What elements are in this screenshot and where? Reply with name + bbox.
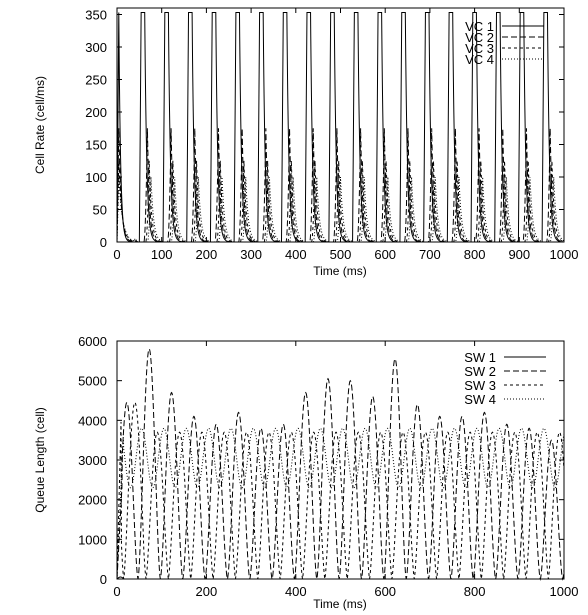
- legend-label-sw-3: SW 3: [464, 378, 496, 393]
- y-tick-label: 0: [100, 235, 107, 250]
- series-line-sw-4: [116, 427, 565, 580]
- y-tick-label: 100: [85, 170, 107, 185]
- x-tick-label: 0: [113, 247, 120, 262]
- y-axis-ticks: 0 1000 2000 3000 4000 5000 6000: [78, 334, 564, 587]
- y-tick-label: 6000: [78, 334, 107, 349]
- y-tick-label: 150: [85, 138, 107, 153]
- y-tick-label: 3000: [78, 453, 107, 468]
- x-tick-label: 800: [464, 247, 486, 262]
- x-tick-label: 800: [464, 584, 486, 599]
- x-tick-label: 900: [508, 247, 530, 262]
- y-tick-label: 1000: [78, 532, 107, 547]
- legend-label-vc-4: VC 4: [465, 52, 494, 67]
- cell-rate-chart: 0 50 100 150 200 250 300 350 0 100 200 300 400 500 60…: [33, 7, 578, 278]
- queue-length-chart: 0 1000 2000 3000 4000 5000 6000 0 200 400 600 800 1…: [33, 334, 578, 611]
- x-tick-label: 300: [240, 247, 262, 262]
- legend: SW 1SW 2SW 3SW 4: [464, 350, 546, 407]
- series-lines: [116, 12, 565, 243]
- x-axis-label: Time (ms): [313, 597, 367, 611]
- y-tick-label: 200: [85, 105, 107, 120]
- y-tick-label: 2000: [78, 493, 107, 508]
- series-line-vc-2: [116, 128, 564, 243]
- x-tick-label: 700: [419, 247, 441, 262]
- series-line-vc-4: [116, 176, 565, 243]
- y-axis-ticks: 0 50 100 150 200 250 300 350: [85, 8, 564, 250]
- x-tick-label: 400: [285, 584, 307, 599]
- legend-label-sw-1: SW 1: [464, 350, 496, 365]
- legend-label-vc-2: VC 2: [465, 30, 494, 45]
- x-tick-label: 400: [285, 247, 307, 262]
- x-tick-label: 500: [330, 247, 352, 262]
- x-tick-label: 1000: [550, 247, 579, 262]
- x-tick-label: 0: [113, 584, 120, 599]
- x-tick-label: 200: [196, 247, 218, 262]
- y-tick-label: 350: [85, 8, 107, 23]
- x-axis-label: Time (ms): [313, 264, 367, 278]
- y-axis-label: Queue Length (cell): [33, 407, 47, 512]
- y-axis-label: Cell Rate (cell/ms): [33, 76, 47, 174]
- x-tick-label: 600: [374, 247, 396, 262]
- x-axis-ticks: 0 100 200 300 400 500 600 700 800 900 1000: [113, 8, 578, 262]
- legend: VC 1VC 2VC 3VC 4: [465, 19, 544, 67]
- series-lines: [116, 347, 565, 581]
- series-line-sw-2: [116, 347, 565, 581]
- y-tick-label: 250: [85, 73, 107, 88]
- legend-label-sw-2: SW 2: [464, 364, 496, 379]
- x-tick-label: 100: [151, 247, 173, 262]
- series-line-sw-1: [116, 576, 564, 580]
- series-line-vc-3: [116, 160, 565, 243]
- y-tick-label: 4000: [78, 413, 107, 428]
- x-tick-label: 200: [196, 584, 218, 599]
- y-tick-label: 300: [85, 40, 107, 55]
- y-tick-label: 0: [100, 572, 107, 587]
- x-axis-ticks: 0 200 400 600 800 1000: [113, 341, 578, 599]
- legend-label-vc-3: VC 3: [465, 41, 494, 56]
- legend-label-vc-1: VC 1: [465, 19, 494, 34]
- y-tick-label: 50: [93, 203, 107, 218]
- legend-label-sw-4: SW 4: [464, 392, 496, 407]
- plot-area-frame: [116, 340, 565, 580]
- series-line-sw-3: [116, 401, 565, 580]
- x-tick-label: 600: [374, 584, 396, 599]
- y-tick-label: 5000: [78, 374, 107, 389]
- x-tick-label: 1000: [550, 584, 579, 599]
